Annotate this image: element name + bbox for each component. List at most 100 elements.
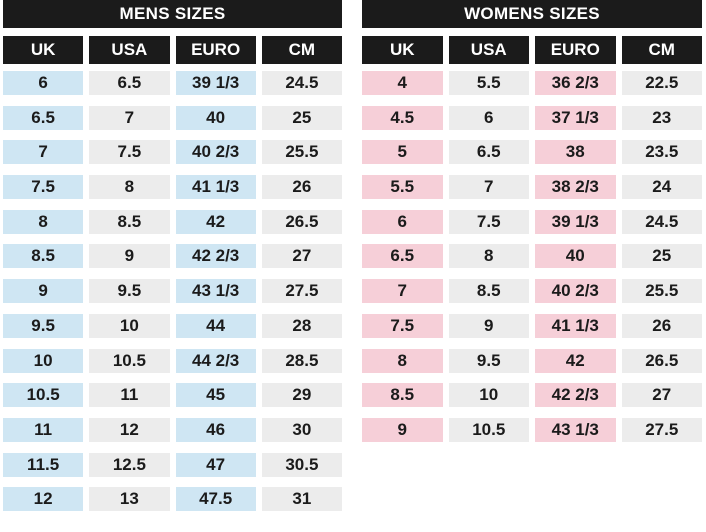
mens-cell-cm: 28.5 [261,348,342,373]
mens-cell-cm: 25 [261,105,342,130]
womens-cell-usa: 8.5 [448,279,529,304]
mens-cell-cm: 27 [261,244,342,269]
mens-header-euro: EURO [175,36,256,64]
mens-cell-euro: 47.5 [175,487,256,512]
womens-cell-usa: 7.5 [448,209,529,234]
womens-header-uk: UK [362,36,443,64]
mens-cell-cm: 26 [261,175,342,200]
womens-cell-uk: 9 [362,417,443,442]
womens-cell-uk: 6 [362,209,443,234]
mens-cell-uk: 6.5 [3,105,84,130]
mens-cell-uk: 8.5 [3,244,84,269]
womens-cell-usa: 8 [448,244,529,269]
mens-header-usa: USA [89,36,170,64]
womens-header-usa: USA [448,36,529,64]
womens-cell-cm: 24.5 [621,209,702,234]
womens-cell-usa: 6.5 [448,140,529,165]
womens-cell-uk: 4 [362,71,443,95]
womens-cell-usa: 10 [448,383,529,408]
mens-cell-cm: 30.5 [261,452,342,477]
womens-header-euro: EURO [535,36,616,64]
womens-cell-uk: 4.5 [362,105,443,130]
womens-title: WOMENS SIZES [362,0,702,28]
mens-cell-euro: 46 [175,417,256,442]
mens-cell-cm: 30 [261,417,342,442]
womens-cell-usa: 7 [448,175,529,200]
mens-table-body: 6 6.5 39 1/3 24.5 6.5 7 40 25 7 7.5 40 2/3 25.5 7.5 8… [3,71,342,512]
womens-cell-usa: 10.5 [448,417,529,442]
womens-cell-cm: 23 [621,105,702,130]
womens-cell-usa: 9.5 [448,348,529,373]
mens-cell-uk: 12 [3,487,84,512]
womens-cell-cm: 26 [621,313,702,338]
mens-cell-uk: 6 [3,71,84,95]
womens-column-headers: UK USA EURO CM [362,36,702,64]
mens-header-cm: CM [261,36,342,64]
womens-cell-cm: 27.5 [621,417,702,442]
womens-header-cm: CM [621,36,702,64]
womens-cell-euro: 39 1/3 [535,209,616,234]
mens-cell-uk: 7 [3,140,84,165]
mens-cell-usa: 11 [89,383,170,408]
mens-cell-euro: 39 1/3 [175,71,256,95]
mens-cell-uk: 11 [3,417,84,442]
womens-cell-cm: 22.5 [621,71,702,95]
womens-cell-euro: 38 [535,140,616,165]
womens-cell-uk: 7.5 [362,313,443,338]
womens-cell-euro: 40 [535,244,616,269]
mens-cell-uk: 10 [3,348,84,373]
mens-cell-cm: 29 [261,383,342,408]
mens-cell-euro: 42 2/3 [175,244,256,269]
womens-cell-uk: 7 [362,279,443,304]
mens-cell-usa: 7 [89,105,170,130]
mens-title: MENS SIZES [3,0,342,28]
mens-header-uk: UK [3,36,84,64]
mens-cell-euro: 44 2/3 [175,348,256,373]
mens-cell-cm: 25.5 [261,140,342,165]
mens-cell-euro: 41 1/3 [175,175,256,200]
mens-cell-euro: 43 1/3 [175,279,256,304]
mens-cell-euro: 40 2/3 [175,140,256,165]
womens-cell-euro: 43 1/3 [535,417,616,442]
womens-cell-cm: 25 [621,244,702,269]
womens-cell-euro: 40 2/3 [535,279,616,304]
mens-cell-usa: 8.5 [89,209,170,234]
mens-cell-uk: 10.5 [3,383,84,408]
mens-column-headers: UK USA EURO CM [3,36,342,64]
womens-cell-uk: 5 [362,140,443,165]
mens-cell-uk: 8 [3,209,84,234]
mens-cell-usa: 8 [89,175,170,200]
mens-cell-usa: 6.5 [89,71,170,95]
womens-cell-euro: 37 1/3 [535,105,616,130]
mens-cell-uk: 11.5 [3,452,84,477]
mens-cell-usa: 12 [89,417,170,442]
womens-cell-euro: 42 [535,348,616,373]
womens-cell-euro: 38 2/3 [535,175,616,200]
mens-cell-euro: 40 [175,105,256,130]
mens-cell-euro: 45 [175,383,256,408]
womens-cell-uk: 8 [362,348,443,373]
womens-cell-cm: 24 [621,175,702,200]
womens-cell-cm: 26.5 [621,348,702,373]
mens-sizes-table: MENS SIZES UK USA EURO CM 6 6.5 39 1/3 24.5… [3,0,342,512]
womens-cell-uk: 6.5 [362,244,443,269]
womens-cell-usa: 6 [448,105,529,130]
womens-cell-euro: 42 2/3 [535,383,616,408]
womens-cell-uk: 8.5 [362,383,443,408]
womens-sizes-table: WOMENS SIZES UK USA EURO CM 4 5.5 36 2/3 22… [362,0,702,442]
womens-cell-uk: 5.5 [362,175,443,200]
womens-cell-euro: 36 2/3 [535,71,616,95]
mens-cell-euro: 42 [175,209,256,234]
womens-cell-usa: 9 [448,313,529,338]
womens-cell-cm: 23.5 [621,140,702,165]
mens-cell-euro: 47 [175,452,256,477]
mens-cell-cm: 26.5 [261,209,342,234]
mens-cell-usa: 13 [89,487,170,512]
mens-cell-usa: 10.5 [89,348,170,373]
womens-table-body: 4 5.5 36 2/3 22.5 4.5 6 37 1/3 23 5 6.5 38 23.5 5.5 7… [362,71,702,442]
mens-cell-uk: 9.5 [3,313,84,338]
womens-cell-usa: 5.5 [448,71,529,95]
mens-cell-cm: 24.5 [261,71,342,95]
mens-cell-cm: 28 [261,313,342,338]
mens-cell-usa: 9.5 [89,279,170,304]
